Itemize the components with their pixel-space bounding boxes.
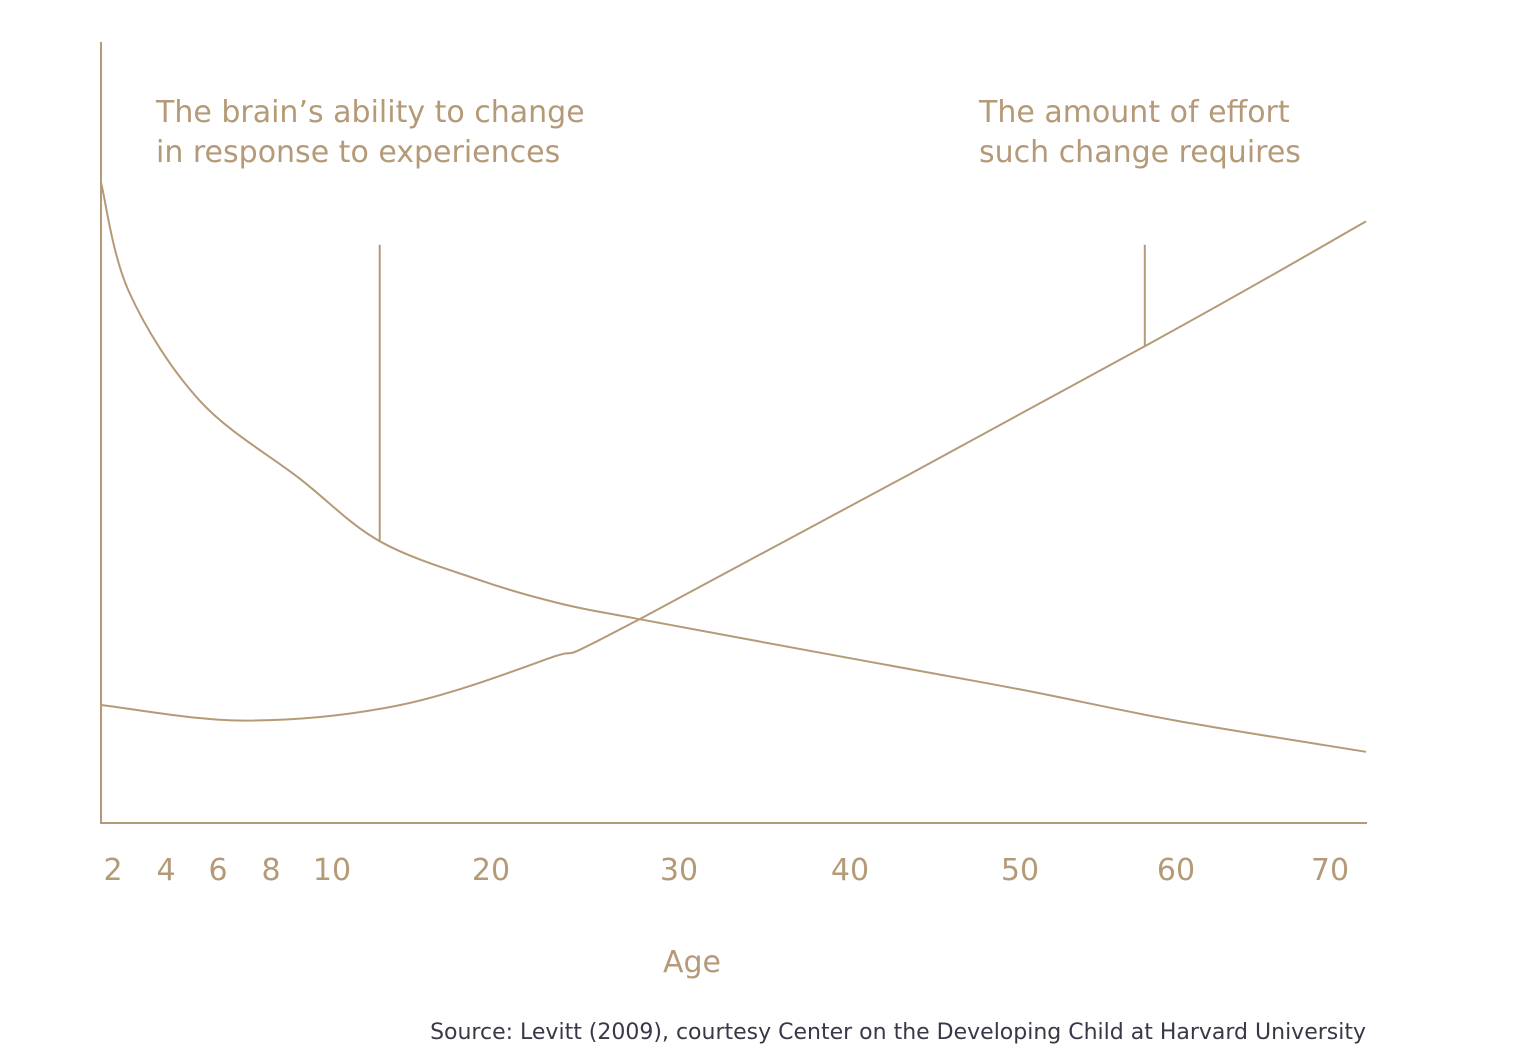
series-brain-plasticity-line xyxy=(100,182,1367,753)
x-tick-label: 40 xyxy=(831,853,869,888)
x-tick-label: 30 xyxy=(660,853,698,888)
annotation-text: in response to experiences xyxy=(156,135,560,170)
x-axis-label: Age xyxy=(663,945,721,980)
x-tick-label: 20 xyxy=(472,853,510,888)
x-tick-label: 10 xyxy=(313,853,351,888)
annotation-text: The amount of effort xyxy=(978,95,1290,130)
x-tick-label: 8 xyxy=(261,853,280,888)
x-tick-label: 50 xyxy=(1001,853,1039,888)
x-tick-label: 6 xyxy=(208,853,227,888)
x-tick-label: 70 xyxy=(1311,853,1349,888)
x-tick-label: 60 xyxy=(1157,853,1195,888)
source-note: Source: Levitt (2009), courtesy Center o… xyxy=(430,1020,1366,1045)
annotation-text: The brain’s ability to change xyxy=(155,95,585,130)
x-tick-label: 2 xyxy=(103,853,122,888)
annotation-text: such change requires xyxy=(979,135,1301,170)
x-tick-label: 4 xyxy=(156,853,175,888)
